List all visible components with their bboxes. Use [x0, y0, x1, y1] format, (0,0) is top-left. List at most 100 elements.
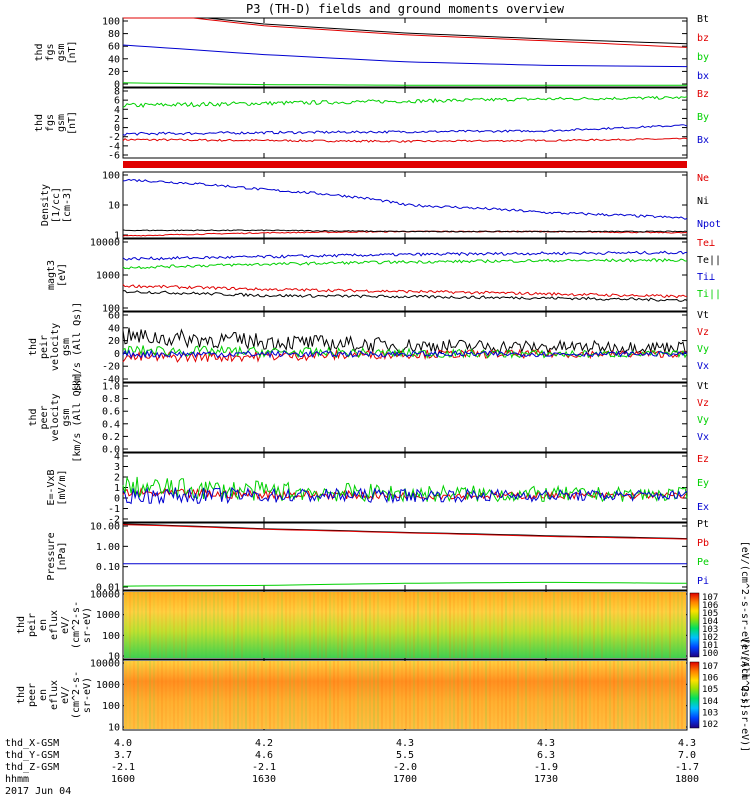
spectrogram-stripe	[153, 592, 155, 658]
spectrogram-stripe	[353, 661, 355, 729]
spectrogram-stripe	[513, 661, 515, 729]
spectrogram-stripe	[285, 661, 287, 729]
x-axis-row-label: thd_Z-GSM	[5, 762, 59, 773]
spectrogram-stripe	[209, 661, 211, 729]
spectrogram-stripe	[505, 592, 507, 658]
y-tick-label: 1	[114, 483, 120, 494]
spectrogram-stripe	[653, 661, 655, 729]
x-axis-date: 2017 Jun 04	[5, 786, 71, 797]
spectrogram-stripe	[289, 592, 291, 658]
y-tick-label: 1000	[96, 610, 120, 621]
series-By-line	[122, 95, 688, 108]
spectrogram-stripe	[609, 661, 611, 729]
spectrogram-stripe	[581, 592, 583, 658]
spectrogram-stripe	[661, 661, 663, 729]
spectrogram-stripe	[369, 661, 371, 729]
spectrogram-stripe	[273, 661, 275, 729]
spectrogram-stripe	[237, 661, 239, 729]
spectrogram-stripe	[253, 661, 255, 729]
y-tick-label: 100	[102, 304, 120, 315]
series-Ni-line	[122, 229, 688, 233]
spectrogram-stripe	[389, 661, 391, 729]
spectrogram-stripe	[469, 592, 471, 658]
spectrogram-stripe	[345, 592, 347, 658]
spectrogram-stripe	[409, 661, 411, 729]
series-bx-line	[122, 44, 688, 68]
panel-peer-en-eflux: thd peer en eflux eV/(cm^2-s-sr-eV) 10000 1000…	[16, 638, 750, 752]
spectrogram-stripe	[549, 661, 551, 729]
spectrogram-stripe	[541, 661, 543, 729]
series-Ex-line	[122, 486, 688, 505]
spectrogram-stripe	[493, 592, 495, 658]
spectrogram-stripe	[145, 661, 147, 729]
series-Vx-line	[122, 349, 688, 359]
spectrogram-stripe	[137, 592, 139, 658]
series-Pb-line	[122, 524, 688, 540]
spectrogram-stripe	[281, 592, 283, 658]
series-Te||-line	[122, 290, 688, 302]
spectrogram-stripe	[589, 661, 591, 729]
spectrogram-stripe	[237, 592, 239, 658]
y-axis-label: thd	[16, 616, 27, 634]
spectrogram-stripe	[413, 661, 415, 729]
spectrogram-stripe	[529, 661, 531, 729]
colorbar-tick-label: 104	[702, 617, 718, 627]
spectrogram-stripe	[217, 592, 219, 658]
spectrogram-stripe	[349, 592, 351, 658]
spectrogram-stripe	[373, 592, 375, 658]
x-axis-value: -1.9	[534, 762, 558, 773]
spectrogram-stripe	[669, 592, 671, 658]
spectrogram-stripe	[221, 592, 223, 658]
spectrogram-stripe	[173, 592, 175, 658]
spectrogram-stripe	[225, 661, 227, 729]
spectrogram-stripe	[177, 661, 179, 729]
spectrogram-stripe	[521, 661, 523, 729]
spectrogram-stripe	[549, 592, 551, 658]
spectrogram-stripe	[485, 661, 487, 729]
colorbar-tick-label: 106	[702, 601, 718, 611]
y-axis-label: peer	[27, 683, 38, 707]
spectrogram-stripe	[329, 661, 331, 729]
series-bz-line	[123, 17, 688, 48]
spectrogram-stripe	[441, 661, 443, 729]
y-axis-label: magt3	[46, 260, 57, 290]
spectrogram-stripe	[197, 661, 199, 729]
y-tick-label: 60	[108, 311, 120, 322]
spectrogram-stripe	[553, 592, 555, 658]
spectrogram-stripe	[317, 592, 319, 658]
spectrogram-stripe	[637, 592, 639, 658]
y-axis-label: eflux	[49, 610, 60, 640]
spectrogram-stripe	[413, 592, 415, 658]
spectrogram-stripe	[325, 592, 327, 658]
x-axis-value: 4.3	[396, 738, 414, 749]
x-axis-value: -2.1	[111, 762, 135, 773]
series-Ey-line	[122, 476, 688, 503]
x-axis-value: 3.7	[114, 750, 132, 761]
spectrogram-stripe	[657, 661, 659, 729]
y-tick-label: -2	[108, 132, 120, 143]
spectrogram-stripe	[301, 661, 303, 729]
spectrogram-stripe	[497, 592, 499, 658]
y-axis-label: eV/	[60, 686, 71, 704]
colorbar-tick-label: 102	[702, 633, 718, 643]
spectrogram-stripe	[625, 661, 627, 729]
spectrogram-stripe	[373, 661, 375, 729]
spectrogram-stripe	[645, 592, 647, 658]
x-axis-value: -1.7	[675, 762, 699, 773]
spectrogram-stripe	[461, 592, 463, 658]
spectrogram-stripe	[213, 661, 215, 729]
spectrogram-stripe	[517, 661, 519, 729]
spectrogram-stripe	[649, 661, 651, 729]
spectrogram-stripe	[437, 661, 439, 729]
y-axis-label: thd	[16, 686, 27, 704]
spectrogram-stripe	[525, 661, 527, 729]
y-axis-label: [km/s (All Qs)]	[72, 372, 83, 462]
spectrogram-stripe	[653, 592, 655, 658]
colorbar	[689, 661, 700, 729]
y-axis-label: gsm	[61, 408, 72, 426]
y-axis-label: thd	[34, 114, 45, 132]
spectrogram-stripe	[565, 592, 567, 658]
spectrogram-fill	[124, 592, 686, 658]
spectrogram-stripe	[585, 661, 587, 729]
